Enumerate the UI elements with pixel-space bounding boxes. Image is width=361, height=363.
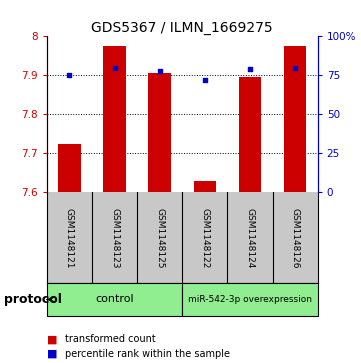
- Point: [247, 66, 253, 72]
- Text: GSM1148122: GSM1148122: [200, 208, 209, 268]
- Text: miR-542-3p overexpression: miR-542-3p overexpression: [188, 295, 312, 304]
- Bar: [193, 181, 216, 192]
- Text: transformed count: transformed count: [65, 334, 156, 344]
- Bar: [239, 77, 261, 192]
- Text: GSM1148123: GSM1148123: [110, 208, 119, 268]
- Bar: [148, 73, 171, 192]
- Bar: [284, 46, 306, 192]
- Text: percentile rank within the sample: percentile rank within the sample: [65, 349, 230, 359]
- Text: control: control: [95, 294, 134, 305]
- Text: ■: ■: [47, 349, 61, 359]
- Bar: [182, 283, 318, 316]
- Point: [202, 77, 208, 83]
- Bar: [58, 144, 81, 192]
- Bar: [47, 283, 182, 316]
- Title: GDS5367 / ILMN_1669275: GDS5367 / ILMN_1669275: [91, 21, 273, 35]
- Point: [157, 68, 162, 74]
- Text: GSM1148124: GSM1148124: [245, 208, 255, 268]
- Bar: [103, 46, 126, 192]
- Text: GSM1148121: GSM1148121: [65, 208, 74, 268]
- Point: [67, 72, 73, 78]
- Text: ■: ■: [47, 334, 61, 344]
- Text: protocol: protocol: [4, 293, 61, 306]
- Text: GSM1148126: GSM1148126: [291, 208, 300, 268]
- Point: [112, 65, 118, 70]
- Point: [292, 65, 298, 70]
- Text: GSM1148125: GSM1148125: [155, 208, 164, 268]
